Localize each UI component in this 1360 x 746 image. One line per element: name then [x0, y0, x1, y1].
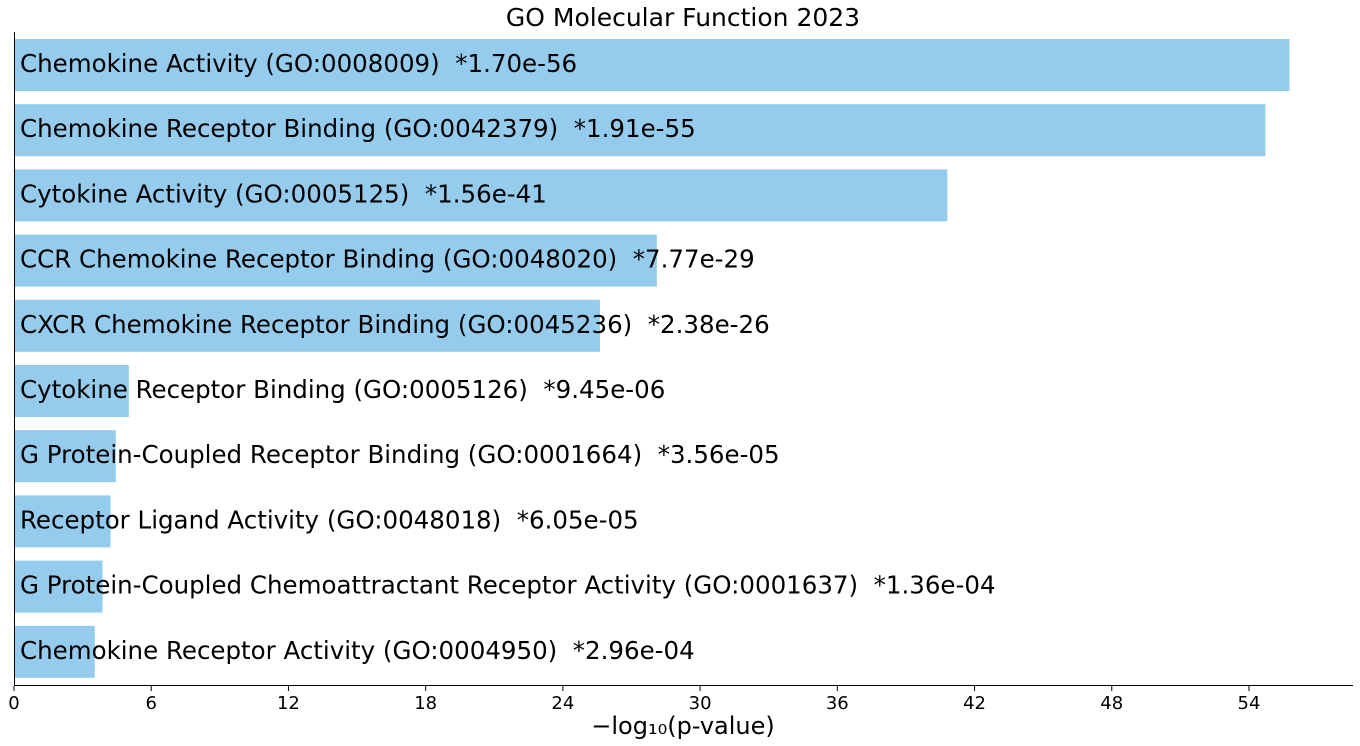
bar-7: [14, 495, 111, 548]
x-tick-label-0: 0: [8, 693, 19, 714]
bar-label-7: Receptor Ligand Activity (GO:0048018) *6…: [20, 505, 639, 534]
bar-label-9: Chemokine Receptor Activity (GO:0004950)…: [20, 636, 695, 665]
bar-1: [14, 104, 1266, 157]
chart-title: GO Molecular Function 2023: [505, 3, 861, 32]
bar-label-2: Cytokine Activity (GO:0005125) *1.56e-41: [20, 179, 547, 208]
x-tick-label-6: 36: [826, 693, 849, 714]
x-axis-label: −log₁₀(p-value): [591, 712, 775, 740]
bar-label-1: Chemokine Receptor Binding (GO:0042379) …: [20, 114, 696, 143]
bar-label-6: G Protein-Coupled Receptor Binding (GO:0…: [20, 440, 780, 469]
x-tick-label-8: 48: [1100, 693, 1123, 714]
bar-label-5: Cytokine Receptor Binding (GO:0005126) *…: [20, 375, 665, 404]
x-tick-label-5: 30: [689, 693, 712, 714]
x-tick-label-7: 42: [963, 693, 986, 714]
bar-6: [14, 430, 116, 483]
bar-label-4: CXCR Chemokine Receptor Binding (GO:0045…: [20, 310, 770, 339]
bar-9: [14, 625, 95, 678]
bar-label-3: CCR Chemokine Receptor Binding (GO:00480…: [20, 245, 755, 274]
bar-2: [14, 169, 948, 222]
bar-8: [14, 560, 103, 613]
x-tick-label-4: 24: [551, 693, 574, 714]
bar-label-8: G Protein-Coupled Chemoattractant Recept…: [20, 571, 996, 600]
bar-5: [14, 365, 129, 417]
x-tick-label-1: 6: [145, 693, 156, 714]
bar-label-0: Chemokine Activity (GO:0008009) *1.70e-5…: [20, 49, 577, 78]
x-tick-label-9: 54: [1238, 693, 1261, 714]
x-tick-label-3: 18: [414, 693, 437, 714]
x-tick-label-2: 12: [277, 693, 300, 714]
bar-0: [14, 39, 1290, 91]
bar-3: [14, 234, 657, 287]
bar-4: [14, 299, 600, 352]
